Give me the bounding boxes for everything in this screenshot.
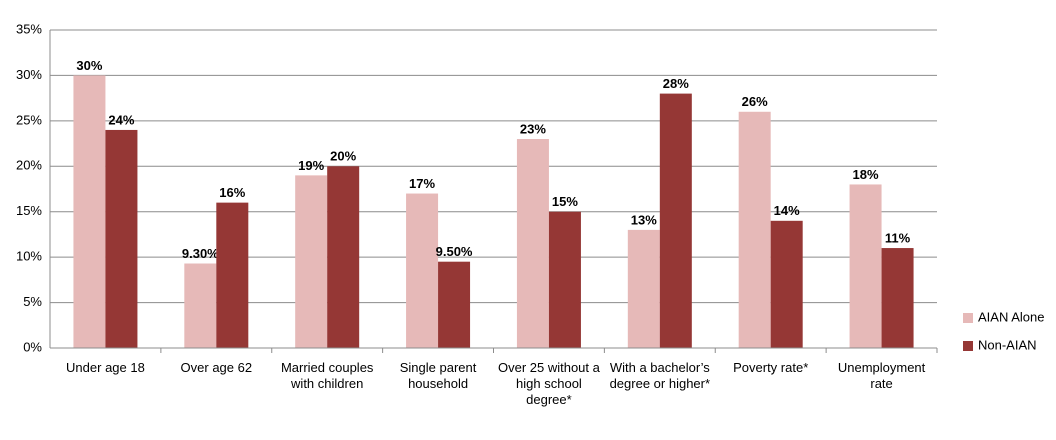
legend-swatch [963,341,973,351]
value-label: 15% [552,194,578,209]
y-tick-label: 5% [23,294,42,309]
value-label: 18% [853,167,879,182]
value-label: 9.30% [182,246,219,261]
y-tick-label: 15% [16,203,42,218]
bar [184,263,217,348]
y-tick-label: 0% [23,339,42,354]
x-tick-label: Single parent household [399,360,477,391]
x-tick-label: Over 25 without a high school degree* [497,360,600,407]
bar [406,193,439,348]
bar [659,93,692,348]
value-label: 14% [774,203,800,218]
value-label: 30% [76,58,102,73]
bar [438,261,471,348]
y-tick-label: 35% [16,21,42,36]
x-tick-label: Married couples with children [280,360,374,391]
y-tick-label: 20% [16,158,42,173]
x-tick-label: With a bachelor’s degree or higher* [609,360,711,391]
value-label: 20% [330,149,356,164]
value-label: 13% [631,212,657,227]
value-label: 19% [298,158,324,173]
value-label: 24% [108,112,134,127]
value-label: 11% [885,230,911,245]
x-tick-label: Poverty rate* [733,360,809,375]
bar [216,202,249,348]
value-label: 9.50% [436,244,473,259]
value-label: 23% [520,121,546,136]
bar [295,175,328,348]
x-tick-label: Unemployment rate [837,360,926,391]
bar [327,166,360,348]
x-tick-label: Under age 18 [66,360,145,375]
bar [627,229,660,348]
bar [105,129,138,348]
value-label: 16% [219,185,245,200]
x-tick-label: Over age 62 [180,360,253,375]
bar [770,220,803,348]
legend-swatch [963,313,973,323]
bar [548,211,581,348]
y-tick-label: 30% [16,67,42,82]
y-tick-label: 25% [16,112,42,127]
bar [738,111,771,349]
legend-label: AIAN Alone [978,309,1045,324]
value-label: 28% [663,76,689,91]
value-label: 26% [742,94,768,109]
bar [516,139,549,348]
bar [881,248,914,348]
value-label: 17% [409,176,435,191]
bar [849,184,882,348]
bar [73,75,106,348]
legend-label: Non-AIAN [978,337,1037,352]
y-tick-label: 10% [16,249,42,264]
